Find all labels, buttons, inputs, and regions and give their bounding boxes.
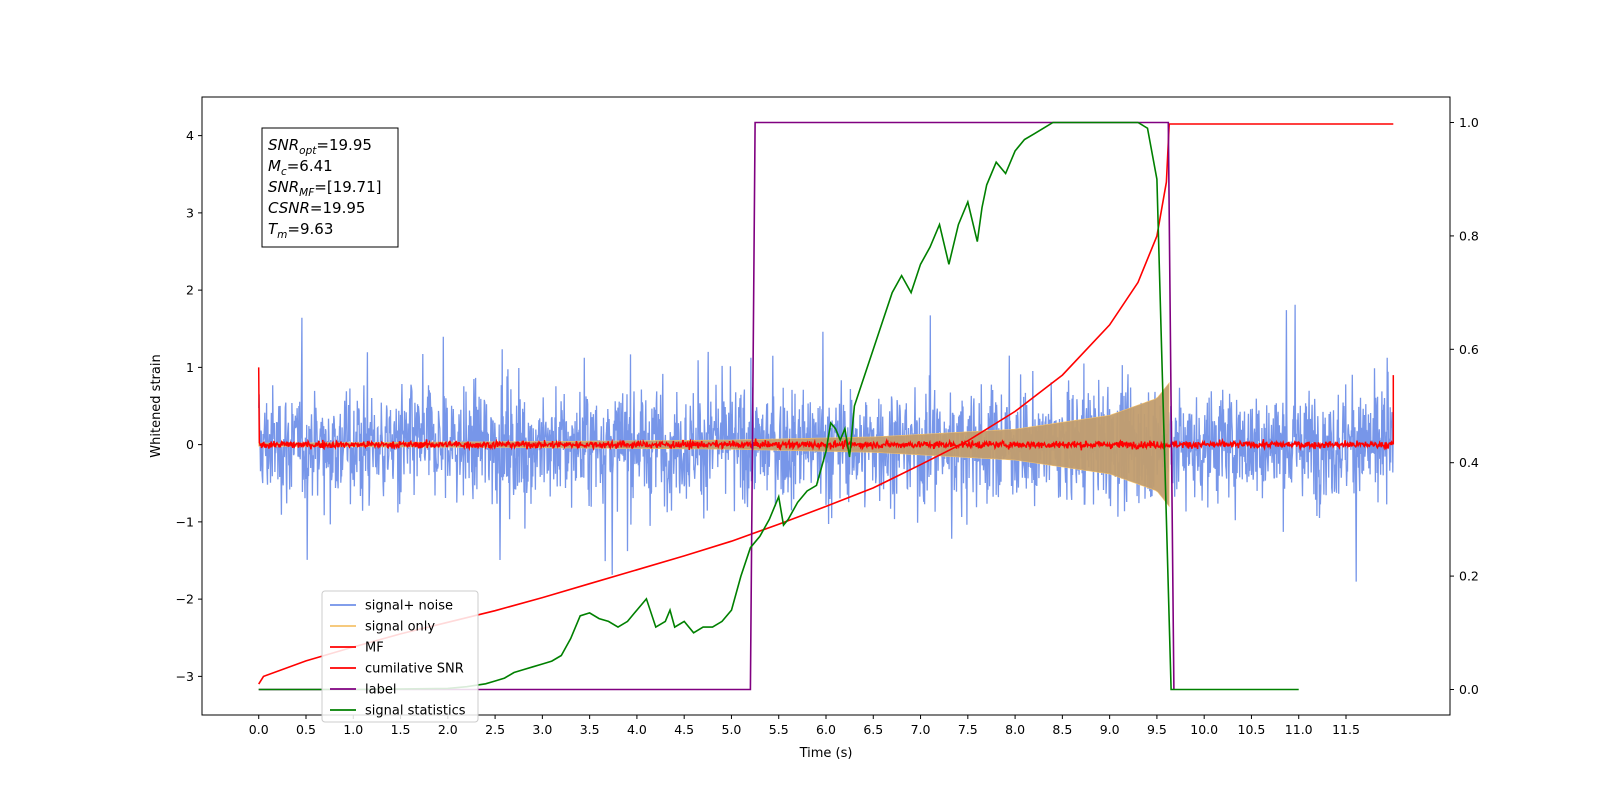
x-tick-label: 6.0 xyxy=(816,722,836,737)
y-tick-label: 2 xyxy=(186,283,194,298)
x-tick-label: 3.0 xyxy=(532,722,552,737)
x-tick-label: 1.5 xyxy=(391,722,411,737)
legend-label: signal only xyxy=(365,620,435,635)
x-tick-label: 7.0 xyxy=(911,722,931,737)
legend-label: label xyxy=(365,683,396,698)
annotation-line: Tm=9.63 xyxy=(268,220,333,241)
annotation-line: SNRMF=[19.71] xyxy=(268,178,382,199)
y2-tick-label: 0.0 xyxy=(1459,682,1479,697)
x-tick-label: 3.5 xyxy=(580,722,600,737)
x-tick-label: 2.0 xyxy=(438,722,458,737)
plot-series-layer xyxy=(257,121,1395,691)
x-tick-label: 4.5 xyxy=(674,722,694,737)
annotation-frame xyxy=(261,127,399,248)
x-tick-label: 5.0 xyxy=(722,722,742,737)
x-axis: 0.0 0.5 1.0 1.5 2.0 2.5 3.0 3.5 4.0 4.5 5.0 5.5 6.0 6… xyxy=(249,715,1360,737)
y-axis-left: −3 −2 −1 0 1 2 3 4 xyxy=(176,128,202,684)
legend-label: signal+ noise xyxy=(365,599,453,614)
x-tick-label: 0.5 xyxy=(296,722,316,737)
x-tick-label: 6.5 xyxy=(863,722,883,737)
x-tick-label: 10.5 xyxy=(1238,722,1266,737)
x-tick-label: 8.0 xyxy=(1005,722,1025,737)
legend-label: signal statistics xyxy=(365,704,466,719)
y2-tick-label: 0.4 xyxy=(1459,455,1479,470)
y-tick-label: 3 xyxy=(186,205,194,220)
x-tick-label: 1.0 xyxy=(343,722,363,737)
annotation-line: CSNR=19.95 xyxy=(268,199,365,217)
legend-frame xyxy=(321,590,479,723)
legend-label: MF xyxy=(365,641,384,656)
y2-tick-label: 0.8 xyxy=(1459,228,1479,243)
x-tick-label: 2.5 xyxy=(485,722,505,737)
x-tick-label: 10.0 xyxy=(1190,722,1218,737)
series-label xyxy=(258,121,1175,691)
x-tick-label: 9.0 xyxy=(1100,722,1120,737)
x-tick-label: 7.5 xyxy=(958,722,978,737)
x-tick-label: 9.5 xyxy=(1147,722,1167,737)
y2-tick-label: 0.2 xyxy=(1459,569,1479,584)
x-tick-label: 5.5 xyxy=(769,722,789,737)
y-tick-label: 1 xyxy=(186,360,194,375)
y-tick-label: −3 xyxy=(176,669,194,684)
stats-annotation-box: SNRopt=19.95Mc=6.41SNRMF=[19.71]CSNR=19.… xyxy=(261,127,399,248)
y-tick-label: 4 xyxy=(186,128,194,143)
series-signal-statistics xyxy=(258,121,1299,691)
y-tick-label: 0 xyxy=(186,437,194,452)
y-tick-label: −2 xyxy=(176,592,194,607)
y2-tick-label: 0.6 xyxy=(1459,342,1479,357)
y2-tick-label: 1.0 xyxy=(1459,115,1479,130)
legend: signal+ noise signal only MF cumilative SNR… xyxy=(321,590,479,723)
legend-label: cumilative SNR xyxy=(365,662,464,677)
annotation-line: SNRopt=19.95 xyxy=(268,136,372,157)
series-signal-noise xyxy=(258,304,1394,582)
y-axis-right: 0.0 0.2 0.4 0.6 0.8 1.0 xyxy=(1450,115,1479,697)
y-axis-label: Whitened strain xyxy=(149,354,164,457)
y-tick-label: −1 xyxy=(176,514,194,529)
annotation-line: Mc=6.41 xyxy=(268,157,333,178)
x-tick-label: 11.5 xyxy=(1332,722,1360,737)
x-tick-label: 4.0 xyxy=(627,722,647,737)
x-tick-label: 0.0 xyxy=(249,722,269,737)
x-axis-label: Time (s) xyxy=(799,746,853,761)
x-tick-label: 8.5 xyxy=(1052,722,1072,737)
x-tick-label: 11.0 xyxy=(1285,722,1313,737)
